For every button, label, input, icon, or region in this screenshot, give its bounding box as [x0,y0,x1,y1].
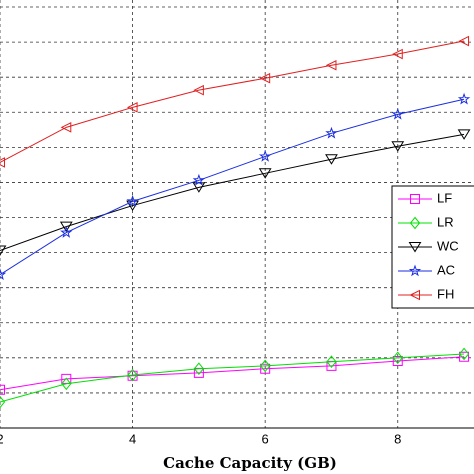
legend-marker [408,242,422,253]
x-tick-label: 4 [129,431,136,446]
marker [126,194,139,207]
marker [59,221,73,233]
marker [193,362,205,376]
x-tick-label: 2 [0,431,4,446]
x-tick-label: 8 [394,431,401,446]
marker [258,168,272,179]
marker [325,154,338,165]
marker [259,72,271,84]
marker [193,84,204,96]
marker [391,107,404,120]
legend-label: AC [437,262,455,277]
marker [459,351,470,362]
marker [0,268,7,280]
legend-label: LF [437,190,452,205]
marker [61,377,72,391]
series-line [0,133,465,251]
marker [458,347,470,361]
legend-label: FH [437,286,454,301]
series-line [0,353,465,403]
series-line [0,356,465,391]
marker [457,129,471,140]
marker [60,122,72,133]
marker [0,395,6,409]
marker [260,359,271,373]
legend-marker [410,194,420,204]
series-line [0,40,465,163]
marker [326,355,337,368]
marker [0,245,7,256]
marker [60,226,73,238]
legend-label: WC [437,238,459,253]
series-line [0,98,465,276]
legend-label: LR [437,214,454,229]
x-axis-title: Cache Capacity (GB) [163,454,337,472]
legend-marker [408,264,422,277]
marker [192,173,206,186]
marker [458,35,470,47]
marker [325,59,337,71]
x-tick-label: 6 [262,431,269,446]
legend-marker [409,289,420,301]
marker [0,384,5,395]
legend-marker [409,216,421,230]
marker [260,363,271,374]
marker [392,355,403,366]
marker [392,48,403,60]
marker [126,102,138,113]
marker [392,351,403,365]
marker [258,149,272,162]
marker [0,157,5,168]
marker [391,141,405,152]
marker [325,126,338,139]
marker [127,368,138,382]
marker [457,92,471,105]
